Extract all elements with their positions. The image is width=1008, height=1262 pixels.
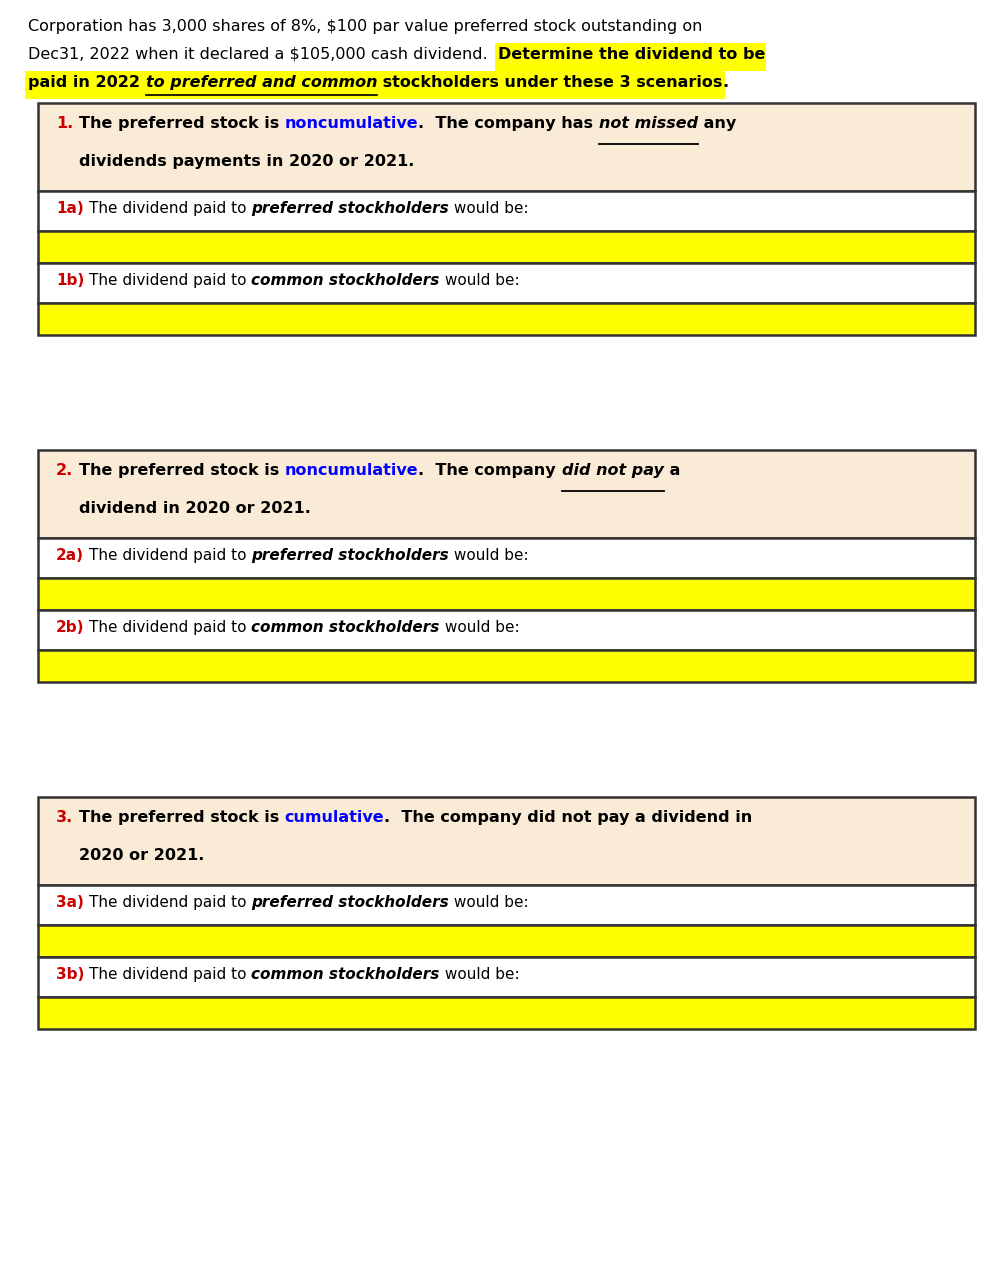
Bar [38, 231, 975, 262]
Bar [38, 925, 975, 957]
Text: not missed: not missed [599, 116, 699, 131]
Text: 2020 or 2021.: 2020 or 2021. [79, 848, 205, 863]
Text: The dividend paid to: The dividend paid to [89, 548, 251, 563]
Bar [38, 650, 975, 681]
Text: preferred stockholders: preferred stockholders [251, 201, 450, 216]
Text: The preferred stock is: The preferred stock is [79, 463, 284, 478]
Text: 1a): 1a) [56, 201, 84, 216]
Text: would be:: would be: [450, 895, 529, 910]
Text: paid in 2022: paid in 2022 [28, 74, 140, 90]
Text: Corporation has 3,000 shares of 8%, $100 par value preferred stock outstanding o: Corporation has 3,000 shares of 8%, $100… [28, 19, 703, 34]
Text: dividends payments in 2020 or 2021.: dividends payments in 2020 or 2021. [79, 154, 414, 169]
Text: would be:: would be: [439, 620, 519, 635]
Text: .  The company: . The company [418, 463, 561, 478]
Text: common stockholders: common stockholders [251, 620, 439, 635]
Bar [38, 303, 975, 334]
Text: preferred stockholders: preferred stockholders [251, 548, 450, 563]
Text: The dividend paid to: The dividend paid to [89, 967, 251, 982]
Text: The dividend paid to: The dividend paid to [89, 273, 251, 288]
Bar [25, 71, 141, 98]
Bar [38, 885, 975, 925]
Text: preferred stockholders: preferred stockholders [251, 895, 450, 910]
Text: 1.: 1. [56, 116, 74, 131]
Text: would be:: would be: [450, 201, 529, 216]
Text: The dividend paid to: The dividend paid to [89, 895, 251, 910]
Text: would be:: would be: [439, 273, 519, 288]
Text: 1b): 1b) [56, 273, 85, 288]
Bar [376, 71, 725, 98]
Text: .  The company has: . The company has [418, 116, 599, 131]
Text: The preferred stock is: The preferred stock is [79, 116, 284, 131]
Text: 2a): 2a) [56, 548, 84, 563]
Text: cumulative: cumulative [284, 810, 384, 825]
Text: 3a): 3a) [56, 895, 84, 910]
Text: 3b): 3b) [56, 967, 85, 982]
Text: .  The company did not pay a dividend in: . The company did not pay a dividend in [384, 810, 753, 825]
Bar [38, 997, 975, 1029]
Bar [38, 451, 975, 538]
Bar [38, 957, 975, 997]
Text: noncumulative: noncumulative [284, 116, 418, 131]
Text: The dividend paid to: The dividend paid to [89, 201, 251, 216]
Text: common stockholders: common stockholders [251, 967, 439, 982]
Text: The dividend paid to: The dividend paid to [89, 620, 251, 635]
Text: would be:: would be: [450, 548, 529, 563]
Bar [38, 191, 975, 231]
Text: any: any [699, 116, 737, 131]
Bar [38, 610, 975, 650]
Bar [144, 71, 379, 98]
Text: 2.: 2. [56, 463, 74, 478]
Bar [495, 43, 766, 71]
Text: to preferred and common: to preferred and common [145, 74, 377, 90]
Bar [38, 798, 975, 885]
Text: .: . [723, 74, 729, 90]
Text: 3.: 3. [56, 810, 74, 825]
Text: Dec31, 2022 when it declared a $105,000 cash dividend.: Dec31, 2022 when it declared a $105,000 … [28, 47, 498, 62]
Text: a: a [663, 463, 679, 478]
Bar [38, 103, 975, 191]
Text: Determine the dividend to be: Determine the dividend to be [498, 47, 765, 62]
Bar [38, 262, 975, 303]
Text: common stockholders: common stockholders [251, 273, 439, 288]
Text: The preferred stock is: The preferred stock is [79, 810, 284, 825]
Text: stockholders under these 3 scenarios: stockholders under these 3 scenarios [377, 74, 723, 90]
Text: would be:: would be: [439, 967, 519, 982]
Bar [38, 538, 975, 578]
Text: 2b): 2b) [56, 620, 85, 635]
Text: noncumulative: noncumulative [284, 463, 418, 478]
Bar [38, 578, 975, 610]
Text: did not pay: did not pay [561, 463, 663, 478]
Text: dividend in 2020 or 2021.: dividend in 2020 or 2021. [79, 501, 310, 516]
Bar [140, 71, 145, 98]
